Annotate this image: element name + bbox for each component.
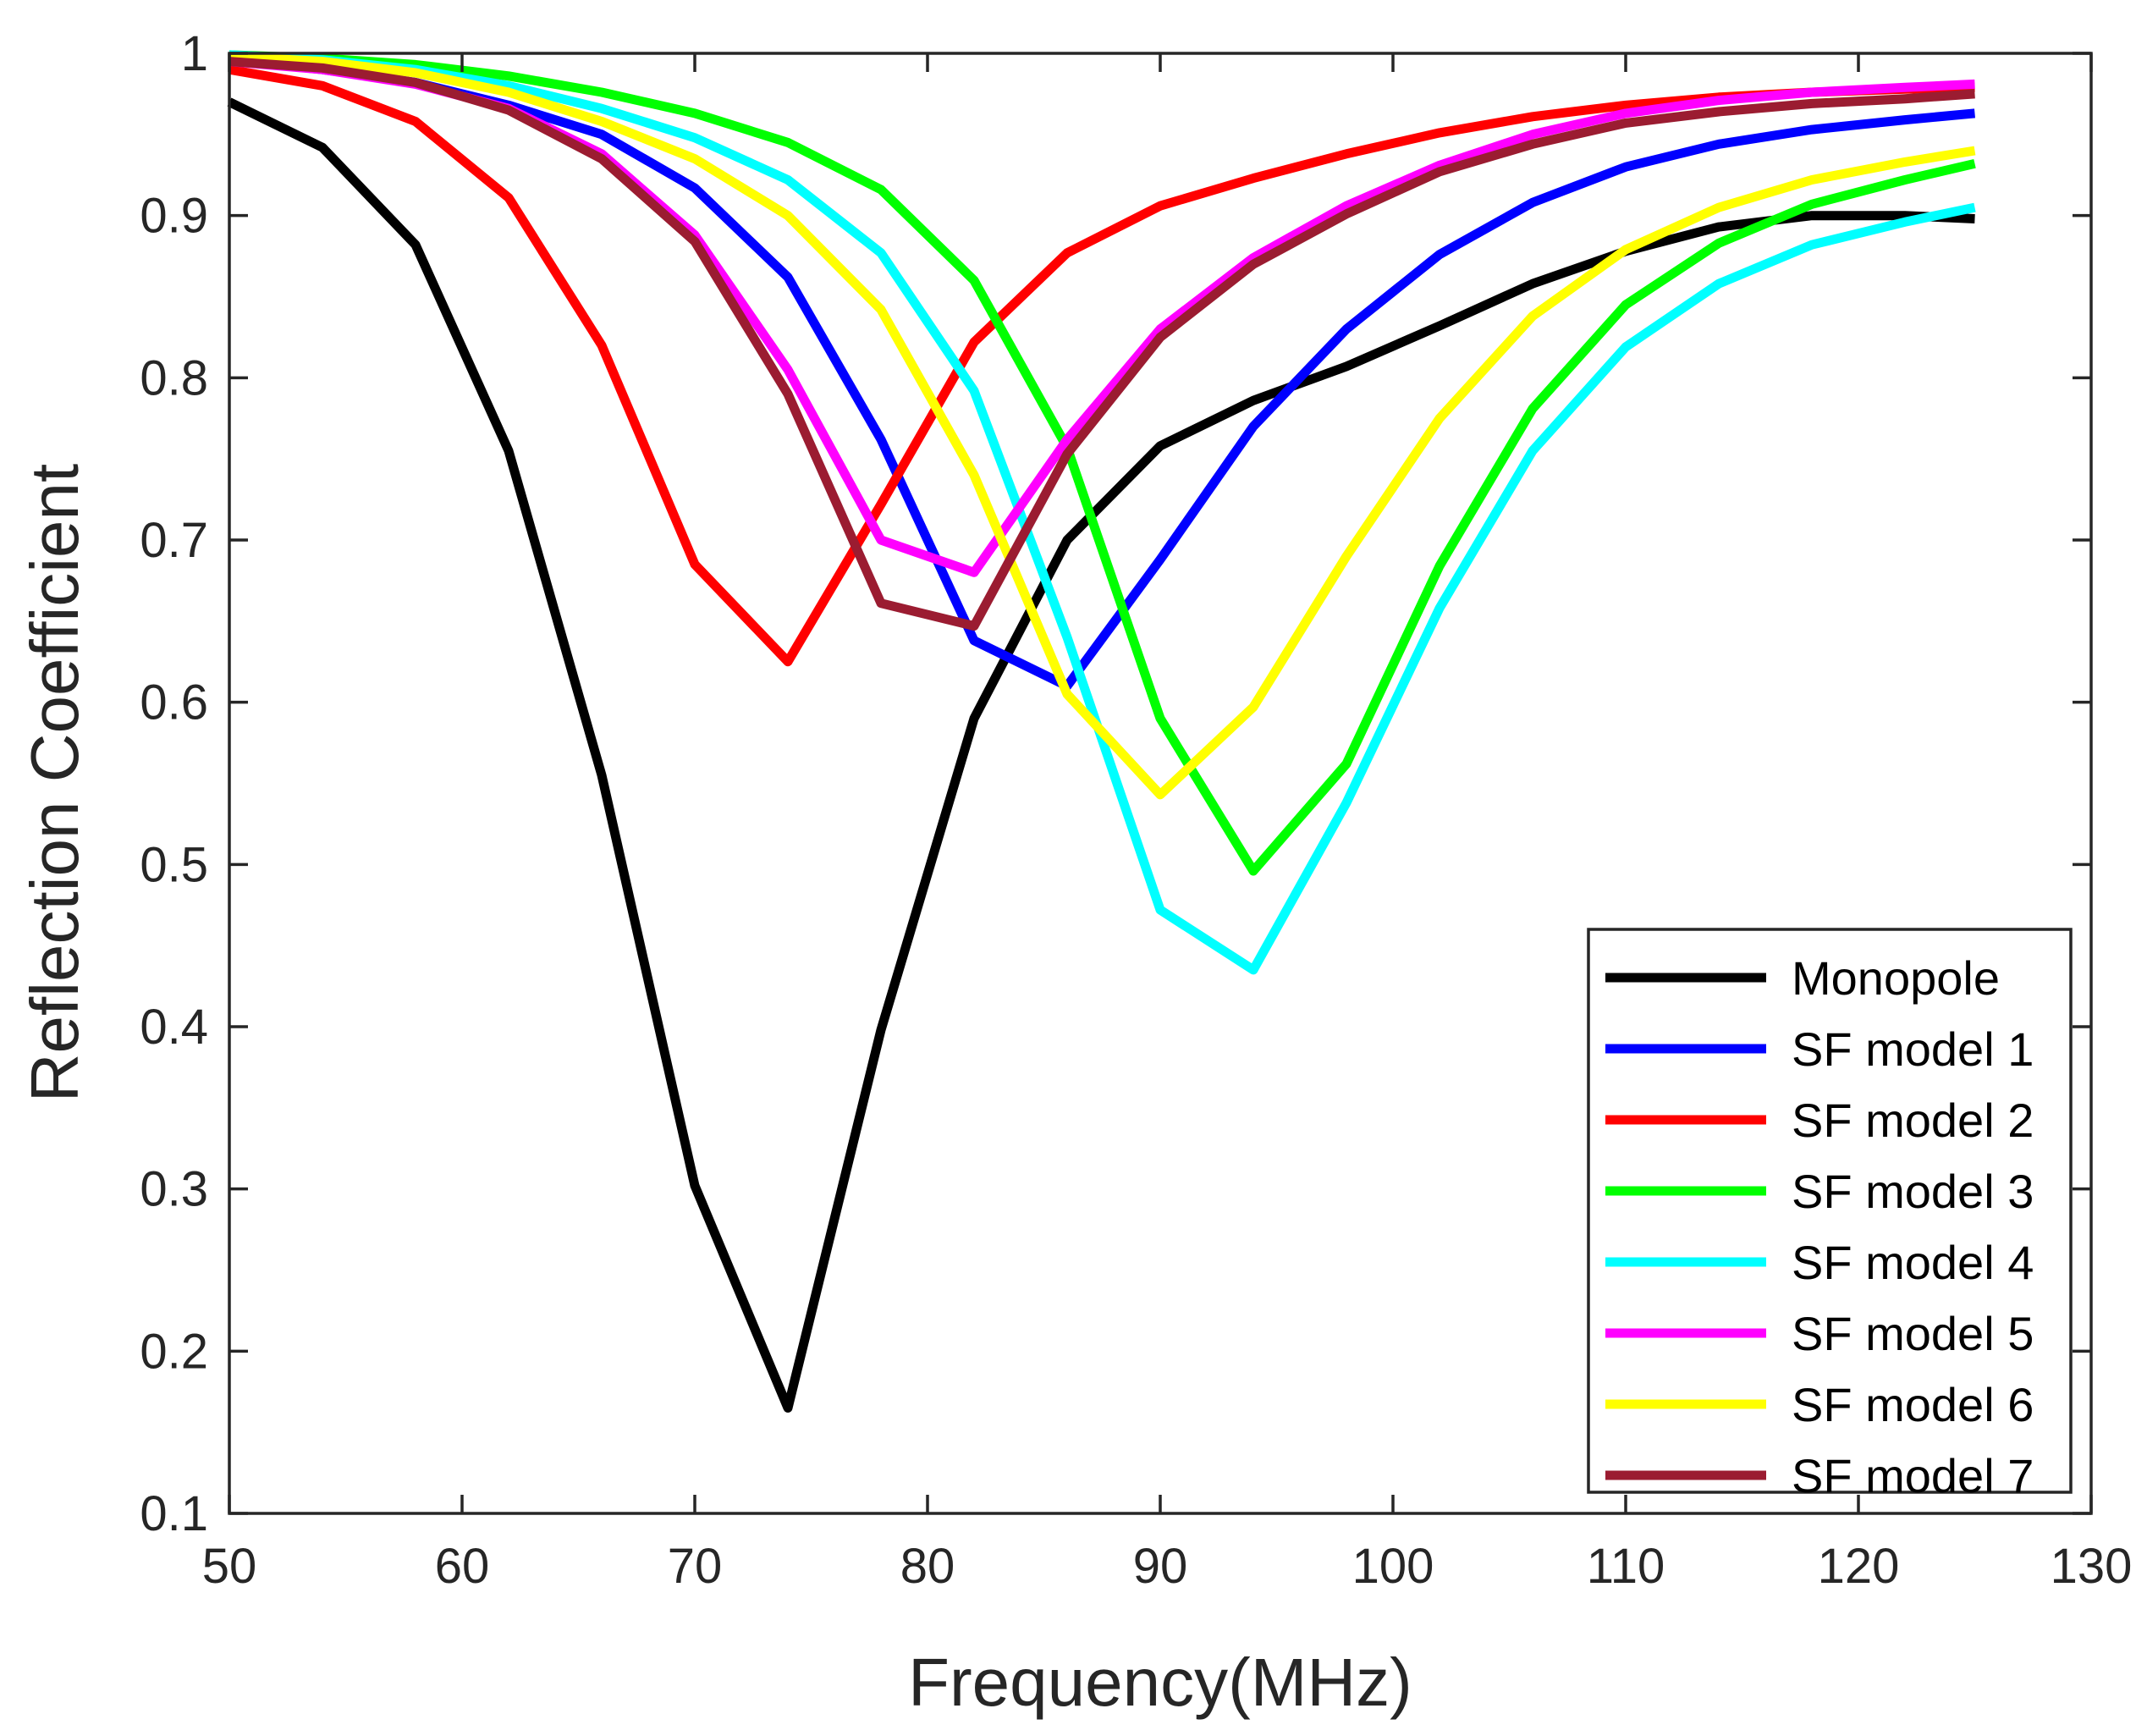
x-tick-label: 90: [1133, 1539, 1188, 1594]
y-tick-label: 0.1: [140, 1486, 208, 1541]
x-tick-label: 50: [202, 1539, 257, 1594]
tick-layer: 50 60 70 80 90 100 110 120 130 0.1 0.2 0.3 0.4 0.5 0.6…: [140, 26, 2132, 1594]
legend-label: SF model 6: [1792, 1378, 2034, 1431]
y-tick-label: 0.2: [140, 1324, 208, 1379]
series-line-sf-model-3: [228, 50, 1976, 876]
x-tick-label: 60: [435, 1539, 490, 1594]
legend-label: Monopole: [1792, 951, 2000, 1005]
legend-label: SF model 2: [1792, 1094, 2034, 1147]
legend-label: SF model 1: [1792, 1022, 2034, 1076]
legend-label: SF model 4: [1792, 1236, 2034, 1289]
series-line-sf-model-7: [228, 57, 1975, 631]
y-tick-label: 1: [181, 26, 208, 81]
legend: Monopole SF model 1 SF model 2 SF model 3 SF…: [1587, 928, 2073, 1502]
legend-label: SF model 5: [1792, 1307, 2034, 1360]
series-line-sf-model-6: [228, 52, 1976, 800]
x-axis-label: Frequency(MHz): [908, 1645, 1412, 1720]
legend-box: [1587, 928, 2073, 1494]
legend-label: SF model 3: [1792, 1165, 2034, 1218]
x-tick-label: 80: [900, 1539, 955, 1594]
y-axis-label: Reflection Coefficient: [17, 464, 92, 1103]
y-tick-label: 0.3: [140, 1162, 208, 1217]
y-tick-label: 0.8: [140, 350, 208, 405]
y-tick-label: 0.7: [140, 513, 208, 568]
series-layer: [227, 50, 1976, 1413]
series-line-sf-model-1: [228, 55, 1976, 691]
x-tick-label: 130: [2051, 1539, 2133, 1594]
x-tick-label: 70: [668, 1539, 723, 1594]
x-tick-label: 120: [1818, 1539, 1900, 1594]
x-tick-label: 100: [1352, 1539, 1434, 1594]
legend-label: SF model 7: [1792, 1449, 2034, 1502]
x-tick-label: 110: [1587, 1539, 1665, 1594]
y-tick-label: 0.6: [140, 675, 208, 730]
y-tick-label: 0.4: [140, 1000, 208, 1055]
y-tick-label: 0.5: [140, 837, 208, 892]
y-tick-label: 0.9: [140, 189, 208, 244]
series-line-sf-model-4: [228, 50, 1976, 975]
series-line-monopole: [227, 97, 1975, 1413]
